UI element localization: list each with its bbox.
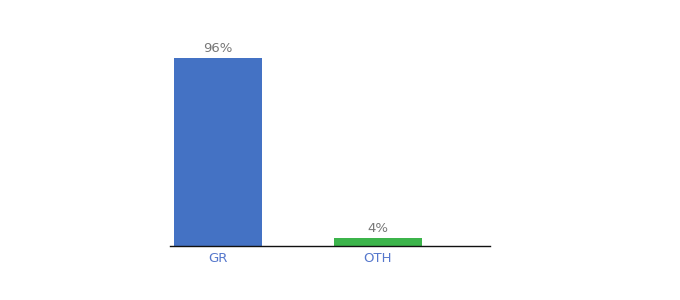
Text: 96%: 96%	[203, 42, 233, 55]
Text: 4%: 4%	[367, 222, 388, 235]
Bar	[174, 58, 262, 246]
Bar	[334, 238, 422, 246]
